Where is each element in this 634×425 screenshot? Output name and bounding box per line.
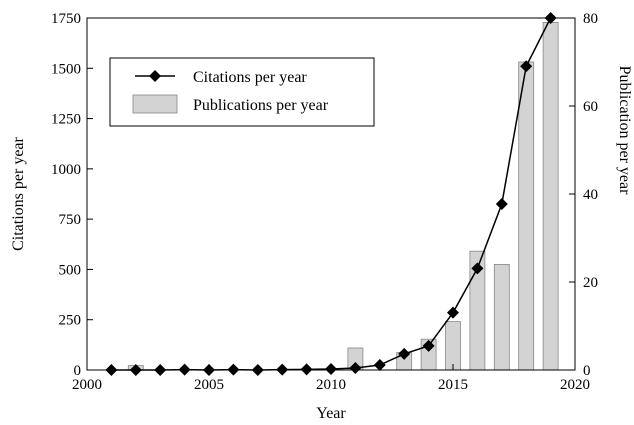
legend-label-publications: Publications per year [193,97,329,114]
citation-point [373,358,386,371]
axis-ticks [86,17,576,371]
citation-point [398,347,411,360]
right-y-tick-label: 20 [583,275,598,291]
citation-point [349,361,362,374]
legend: Citations per year Publications per year [109,57,375,127]
left-y-tick-label: 1250 [51,112,81,128]
citation-point [300,363,313,376]
left-y-tick-label: 750 [59,212,82,228]
citation-point [520,60,533,73]
x-axis-title: Year [316,405,346,422]
citation-point [422,339,435,352]
legend-label-citations: Citations per year [193,69,307,86]
publication-bar [542,21,559,371]
left-axis-title: Citations per year [10,136,27,250]
right-y-tick-label: 0 [583,363,591,379]
x-tick-label: 2010 [316,377,346,393]
left-y-tick-label: 1500 [51,61,81,77]
x-tick-label: 2020 [560,377,590,393]
tick-labels: 2000 2005 2010 2015 202002505007501000125015… [51,11,598,393]
publication-bar [518,61,535,371]
legend-box [109,57,375,127]
right-y-tick-label: 60 [583,99,598,115]
citation-point [471,262,484,275]
left-y-tick-label: 250 [59,313,82,329]
right-axis-title: Publication per year [616,66,633,196]
left-y-tick-label: 1000 [51,162,81,178]
publication-bars [127,21,559,371]
legend-bar-swatch [132,94,178,114]
x-tick-label: 2000 [72,377,102,393]
right-y-tick-label: 40 [583,187,598,203]
x-tick-label: 2015 [438,377,468,393]
x-tick-label: 2005 [194,377,224,393]
left-y-tick-label: 500 [59,262,82,278]
citation-point [447,306,459,319]
publication-bar [445,321,461,371]
left-y-tick-label: 0 [74,363,82,379]
publication-bar [493,263,510,371]
right-y-tick-label: 80 [583,11,598,27]
citation-point [495,198,508,211]
legend-diamond-marker [149,70,161,82]
left-y-tick-label: 1750 [51,11,81,27]
